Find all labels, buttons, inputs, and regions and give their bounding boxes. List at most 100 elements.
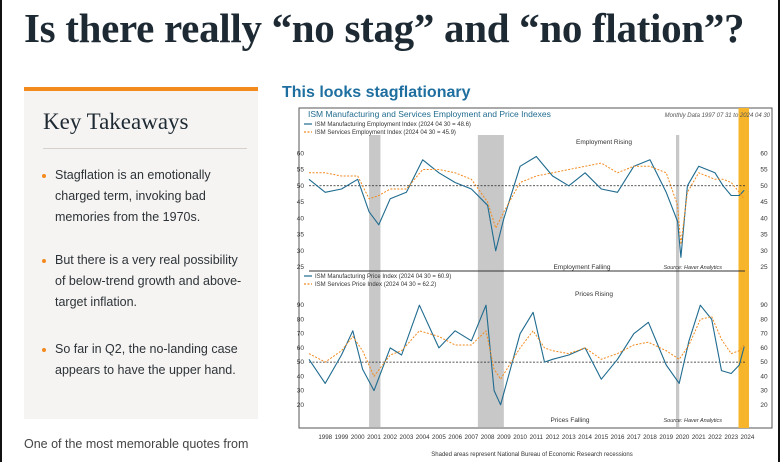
y-tick-label-left: 20 xyxy=(297,402,305,409)
source-label-bottom: Source: Haver Analytics xyxy=(664,418,723,424)
series-line-manufacturing xyxy=(308,155,745,258)
bullet-icon xyxy=(42,348,46,352)
window-right-border xyxy=(778,0,780,462)
x-tick-label: 2016 xyxy=(611,434,625,441)
y-tick-label-right: 20 xyxy=(760,402,768,409)
x-tick-label: 2007 xyxy=(465,434,479,441)
y-tick-label-right: 35 xyxy=(760,232,768,239)
highlight-band xyxy=(738,108,749,428)
annotation-employment-falling: Employment Falling xyxy=(553,264,610,271)
window-left-border xyxy=(0,0,2,462)
x-tick-label: 1998 xyxy=(318,434,332,441)
y-tick-label-right: 30 xyxy=(760,248,768,255)
y-tick-label-right: 60 xyxy=(760,150,768,157)
x-tick-label: 2010 xyxy=(513,434,527,441)
latest-period-highlight xyxy=(738,108,749,428)
x-tick-label: 2013 xyxy=(562,434,576,441)
legend-mfg-employment: ISM Manufacturing Employment Index (2024… xyxy=(315,122,471,128)
x-tick-label: 2009 xyxy=(497,434,511,441)
legend-svc-employment: ISM Services Employment Index (2024 04 3… xyxy=(315,130,456,136)
recession-band xyxy=(477,135,504,427)
y-tick-label-right: 25 xyxy=(760,264,768,271)
x-tick-label: 1999 xyxy=(335,434,349,441)
takeaway-item: Stagflation is an emotionally charged te… xyxy=(42,165,245,228)
y-tick-label-right: 70 xyxy=(760,331,768,338)
reference-lines xyxy=(309,185,745,363)
takeaway-item: So far in Q2, the no-landing case appear… xyxy=(42,339,245,381)
x-tick-label: 2011 xyxy=(530,434,544,441)
y-tick-label-right: 30 xyxy=(760,388,768,395)
x-tick-label: 2017 xyxy=(627,434,641,441)
y-tick-label-right: 50 xyxy=(760,359,768,366)
takeaway-item: But there is a very real possibility of … xyxy=(42,250,245,313)
y-tick-label-right: 55 xyxy=(760,167,768,174)
source-label-top: Source: Haver Analytics xyxy=(664,265,723,271)
key-takeaways-panel: Key Takeaways Stagflation is an emotiona… xyxy=(24,87,258,419)
x-tick-label: 2008 xyxy=(481,434,495,441)
y-tick-label-right: 60 xyxy=(760,345,768,352)
x-tick-label: 2014 xyxy=(578,434,592,441)
divider xyxy=(43,148,247,149)
recession-band xyxy=(369,135,381,427)
chart-footnote: Shaded areas represent National Bureau o… xyxy=(431,452,632,458)
key-takeaways-title: Key Takeaways xyxy=(43,109,189,134)
x-tick-label: 2012 xyxy=(546,434,560,441)
x-tick-label: 2024 xyxy=(741,434,755,441)
takeaway-text: But there is a very real possibility of … xyxy=(55,253,242,309)
y-tick-label-right: 50 xyxy=(760,183,768,190)
series-line-services xyxy=(308,316,745,380)
x-tick-label: 2015 xyxy=(594,434,608,441)
x-tick-label: 2002 xyxy=(383,434,397,441)
annotation-prices-rising: Prices Rising xyxy=(575,291,613,298)
bullet-icon xyxy=(42,174,46,178)
y-tick-label-left: 50 xyxy=(297,359,305,366)
x-tick-label: 2020 xyxy=(676,434,690,441)
date-range-note: Monthly Data 1997 07 31 to 2024 04 30 xyxy=(665,113,771,119)
x-tick-label: 2000 xyxy=(351,434,365,441)
x-tick-label: 2019 xyxy=(659,434,673,441)
x-axis-labels: 1998 1999 2000 2001 2002 2003 2004 2005 2006 2007… xyxy=(318,434,755,441)
x-tick-label: 2022 xyxy=(708,434,722,441)
y-tick-label-right: 80 xyxy=(760,316,768,323)
y-tick-label-left: 60 xyxy=(297,150,305,157)
bullet-icon xyxy=(42,259,46,263)
page-title: Is there really “no stag” and “no flatio… xyxy=(24,5,745,51)
recession-band xyxy=(675,135,680,427)
series-line-services xyxy=(309,162,745,245)
body-paragraph: One of the most memorable quotes from xyxy=(24,437,249,451)
legend-svc-price: ISM Services Price Index (2024 04 30 = 6… xyxy=(315,282,436,288)
y-tick-label-left: 45 xyxy=(297,199,305,206)
y-tick-label-left: 30 xyxy=(297,248,305,255)
chart-container: 25 25 30 30 35 35 40 40 45 45 50 50 55 55 60 60 20 20 30 30… xyxy=(282,107,776,462)
series-line-manufacturing xyxy=(308,304,745,406)
y-tick-label-left: 90 xyxy=(297,302,305,309)
chart-heading: This looks stagflationary xyxy=(282,84,471,101)
y-tick-label-left: 35 xyxy=(297,232,305,239)
series-lines xyxy=(308,155,745,406)
y-tick-label-right: 40 xyxy=(760,373,768,380)
takeaway-text: Stagflation is an emotionally charged te… xyxy=(55,168,211,224)
x-tick-label: 2005 xyxy=(432,434,446,441)
y-tick-label-left: 40 xyxy=(297,215,305,222)
y-tick-label-left: 25 xyxy=(297,264,305,271)
y-tick-label-right: 40 xyxy=(760,215,768,222)
axis-ticks: 25 25 30 30 35 35 40 40 45 45 50 50 55 55 60 60 20 20 30 30… xyxy=(297,150,768,409)
y-tick-label-left: 40 xyxy=(297,373,305,380)
legend-mfg-price: ISM Manufacturing Price Index (2024 04 3… xyxy=(315,274,451,280)
y-tick-label-left: 70 xyxy=(297,331,305,338)
chart-title: ISM Manufacturing and Services Employmen… xyxy=(308,109,551,119)
y-tick-label-right: 45 xyxy=(760,199,768,206)
x-tick-label: 2021 xyxy=(692,434,706,441)
annotation-prices-falling: Prices Falling xyxy=(550,417,589,424)
x-tick-label: 2006 xyxy=(448,434,462,441)
x-tick-label: 2023 xyxy=(724,434,738,441)
x-tick-label: 2018 xyxy=(643,434,657,441)
y-tick-label-left: 60 xyxy=(297,345,305,352)
y-tick-label-left: 50 xyxy=(297,183,305,190)
annotation-employment-rising: Employment Rising xyxy=(576,139,632,146)
y-tick-label-left: 80 xyxy=(297,316,305,323)
x-tick-label: 2004 xyxy=(416,434,430,441)
y-tick-label-left: 55 xyxy=(297,167,305,174)
y-tick-label-left: 30 xyxy=(297,388,305,395)
